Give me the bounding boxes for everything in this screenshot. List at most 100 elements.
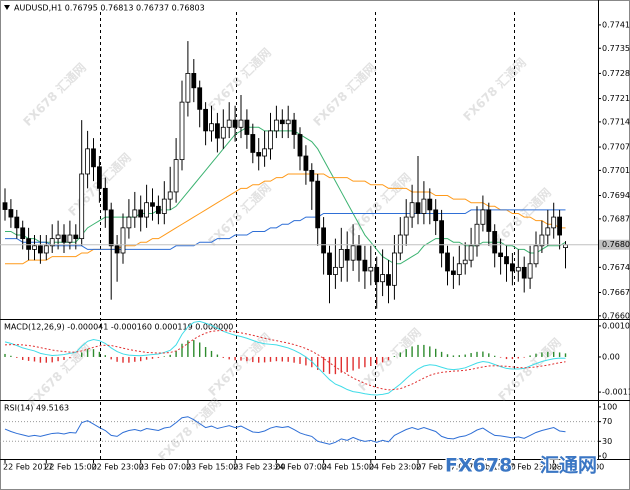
- histogram-bar: [558, 352, 561, 357]
- candle-body: [273, 119, 279, 132]
- histogram-bar: [199, 342, 201, 357]
- candle-body: [268, 130, 273, 150]
- candle-body: [55, 234, 61, 240]
- candle-body: [303, 155, 309, 171]
- candle-body: [43, 245, 49, 254]
- logo-name: 汇通网: [540, 455, 597, 477]
- histogram-bar: [204, 347, 207, 357]
- candle-body: [297, 134, 303, 157]
- histogram-bar: [45, 356, 47, 363]
- histogram-bar: [499, 356, 502, 358]
- histogram-bar: [393, 356, 396, 357]
- candle-body: [97, 166, 102, 189]
- histogram-bar: [417, 344, 419, 357]
- x-tick-label: 27 Feb 23:00: [505, 463, 557, 472]
- candle-body: [545, 227, 551, 236]
- candle-body: [445, 252, 450, 272]
- candle-body: [279, 119, 285, 125]
- histogram-bar: [281, 356, 283, 362]
- candle-body: [38, 245, 43, 254]
- x-tick-label: 23 Feb 23:00: [233, 463, 285, 472]
- histogram-bar: [370, 356, 372, 367]
- histogram-bar: [163, 356, 165, 357]
- histogram-bar: [399, 352, 401, 357]
- candle-body: [533, 245, 539, 265]
- histogram-bar: [364, 356, 366, 368]
- candle-body: [167, 191, 173, 200]
- histogram-bar: [252, 356, 254, 363]
- indicator-line: [5, 209, 566, 250]
- candle-body: [226, 119, 232, 128]
- histogram-bar: [151, 356, 154, 359]
- candle-body: [551, 216, 557, 229]
- candle-body: [492, 231, 498, 254]
- y-tick-label: 0.77145: [602, 117, 630, 126]
- candle-body: [439, 220, 445, 254]
- candle-body: [232, 119, 238, 128]
- macd-title: MACD(12,26,9) -0.000041 -0.000160 0.0001…: [4, 323, 233, 332]
- histogram-bar: [210, 350, 213, 357]
- histogram-bar: [69, 356, 71, 359]
- candle-body: [191, 73, 197, 89]
- histogram-bar: [482, 351, 484, 357]
- histogram-bar: [470, 353, 472, 357]
- y-tick-label: 0.76875: [602, 214, 630, 223]
- candle-body: [214, 123, 220, 139]
- histogram-bar: [547, 351, 549, 357]
- candle-body: [20, 227, 26, 240]
- histogram-bar: [446, 354, 449, 357]
- candle-body: [61, 234, 67, 243]
- logo-brand: FX678: [445, 455, 512, 477]
- indicator-line: [4, 416, 566, 445]
- candle-body: [138, 209, 144, 218]
- histogram-bar: [104, 355, 106, 357]
- candle-body: [238, 119, 244, 128]
- candle-body: [321, 227, 327, 254]
- histogram-bar: [63, 356, 65, 360]
- histogram-bar: [10, 355, 12, 357]
- candle-body: [450, 270, 456, 275]
- candle-body: [498, 252, 504, 257]
- y-tick-label: 0.77415: [602, 20, 630, 29]
- candle-body: [344, 249, 350, 261]
- histogram-bar: [228, 356, 230, 360]
- candle-body: [209, 123, 214, 132]
- histogram-bar: [287, 356, 289, 362]
- histogram-bar: [258, 356, 260, 363]
- x-tick-label: 27 Feb 15:00: [463, 463, 515, 472]
- candle-body: [332, 266, 338, 275]
- histogram-bar: [169, 354, 171, 357]
- histogram-bar: [222, 356, 224, 358]
- histogram-bar: [517, 356, 519, 359]
- candle-body: [91, 148, 96, 168]
- candle-body: [521, 266, 527, 279]
- candle-body: [79, 173, 85, 240]
- histogram-bar: [346, 356, 348, 373]
- x-tick-label: 22 Feb 15:00: [44, 463, 96, 472]
- histogram-bar: [4, 353, 6, 357]
- candle-body: [256, 152, 262, 157]
- candle-body: [468, 245, 474, 261]
- candle-body: [203, 108, 209, 132]
- histogram-bar: [92, 349, 95, 357]
- y-tick-label: 0.77075: [602, 143, 630, 152]
- x-tick-label: 27 Feb 07:00: [416, 463, 468, 472]
- candle-body: [539, 234, 545, 247]
- histogram-bar: [86, 349, 89, 357]
- histogram-bar: [299, 356, 301, 364]
- candle-body: [403, 216, 409, 236]
- candle-body: [85, 148, 90, 175]
- histogram-bar: [22, 356, 24, 360]
- histogram-bar: [505, 356, 508, 360]
- candle-body: [161, 198, 167, 214]
- histogram-bar: [157, 356, 160, 358]
- candle-body: [421, 198, 427, 214]
- histogram-bar: [187, 340, 189, 357]
- histogram-bar: [564, 353, 567, 357]
- candle-body: [173, 159, 179, 193]
- histogram-bar: [488, 353, 490, 357]
